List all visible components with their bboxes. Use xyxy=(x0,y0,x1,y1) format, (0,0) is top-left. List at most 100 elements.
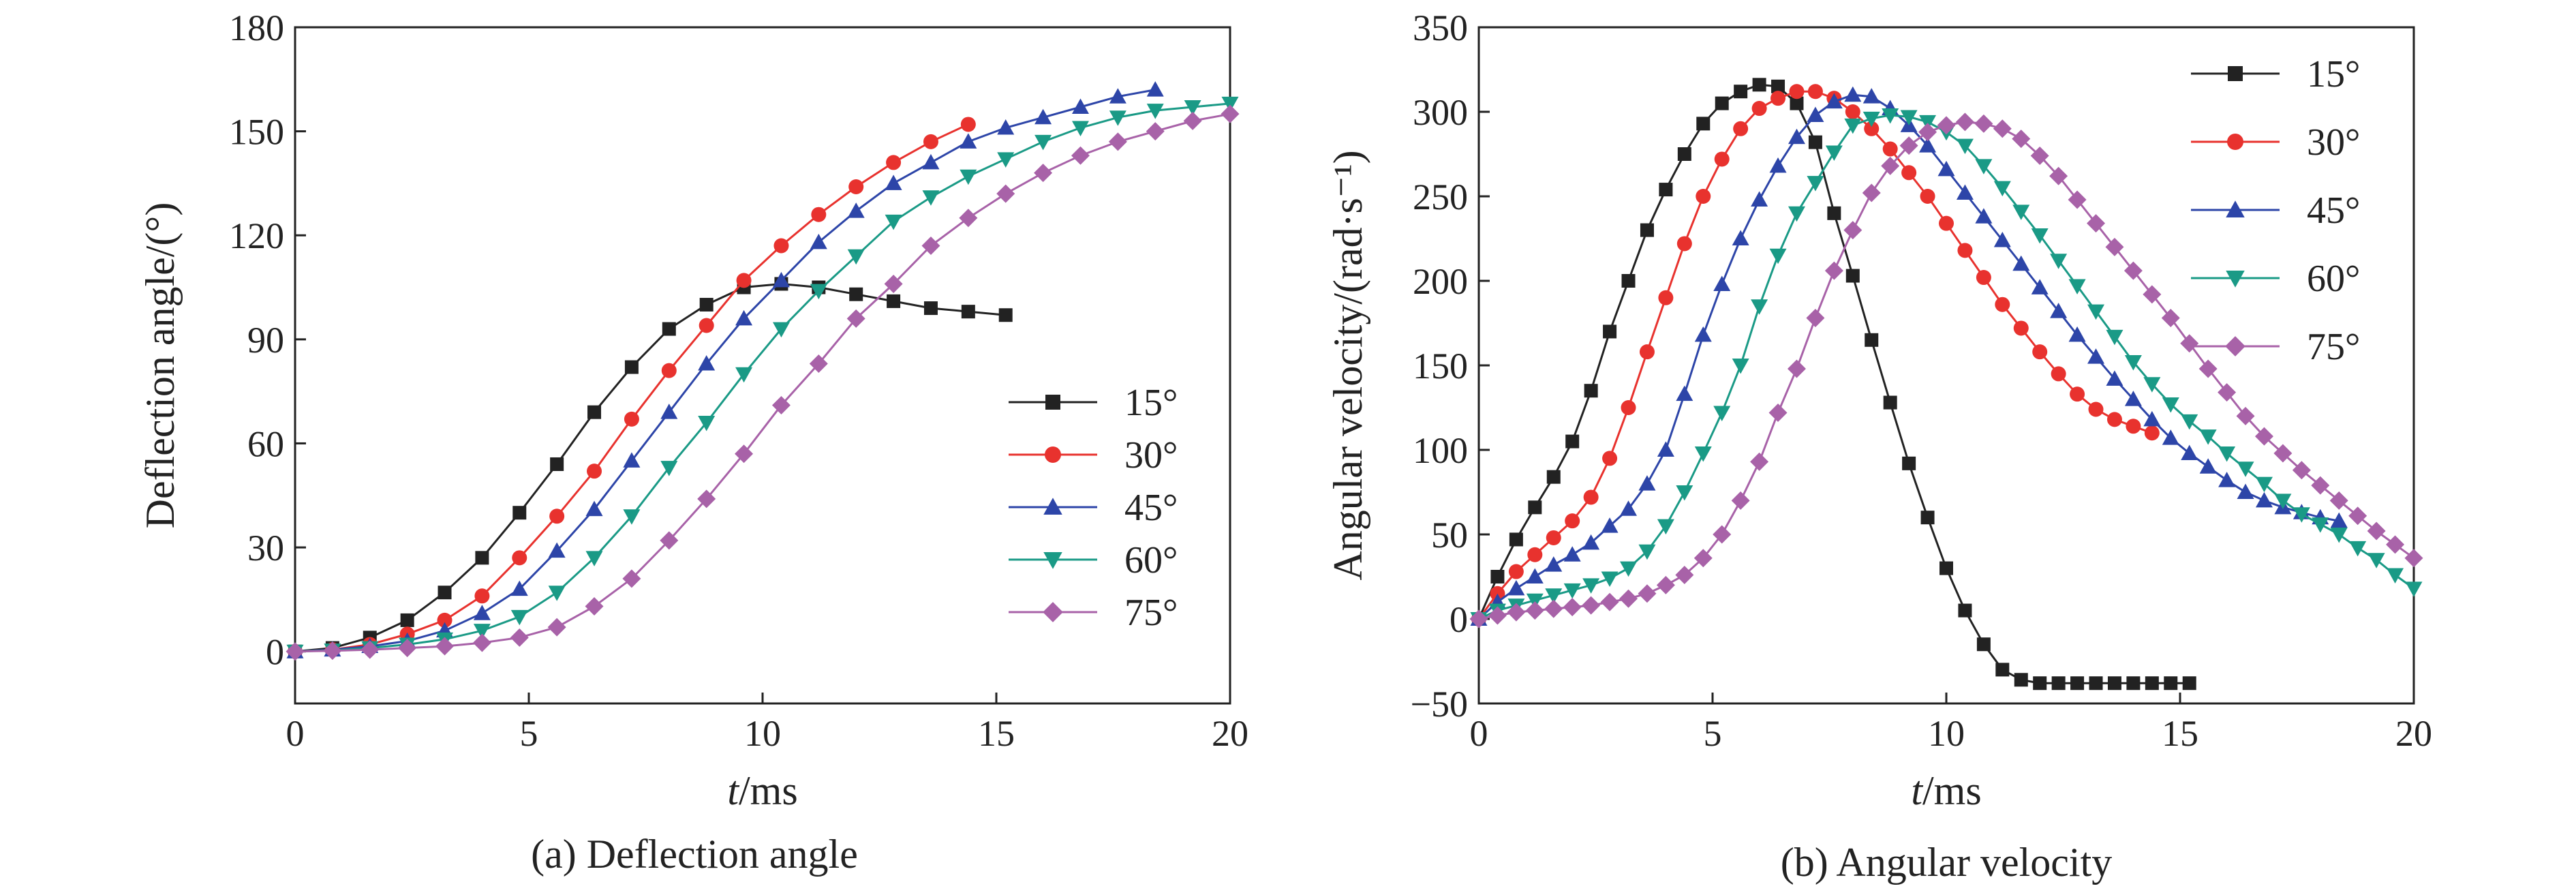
data-point xyxy=(474,588,490,604)
data-point xyxy=(1768,403,1788,422)
data-point xyxy=(1620,500,1638,516)
data-point xyxy=(1638,475,1656,491)
data-point xyxy=(1526,568,1544,583)
panel-b-ylabel: Angular velocity/(rad·s⁻¹) xyxy=(1325,150,1370,580)
data-point xyxy=(996,184,1015,203)
data-point xyxy=(2087,348,2105,364)
panel-a-series xyxy=(286,81,1240,661)
data-point xyxy=(2105,237,2124,256)
data-point xyxy=(1750,452,1769,471)
data-point xyxy=(1146,104,1164,119)
data-point xyxy=(735,444,754,464)
data-point xyxy=(2106,370,2123,386)
data-point xyxy=(1602,451,1618,466)
series-line xyxy=(294,102,1231,653)
data-point xyxy=(1993,119,2012,138)
data-point xyxy=(1545,556,1563,572)
data-point xyxy=(2126,676,2141,691)
data-point xyxy=(435,637,455,656)
data-point xyxy=(2237,483,2254,499)
data-point xyxy=(2293,507,2310,523)
data-point xyxy=(771,396,791,415)
series-30deg xyxy=(1471,84,2160,626)
data-point xyxy=(1937,116,1956,135)
data-point xyxy=(1146,81,1164,97)
data-point xyxy=(361,640,380,659)
data-point xyxy=(1183,111,1202,130)
data-point xyxy=(1563,598,1582,617)
series-15deg xyxy=(288,277,1013,658)
data-point xyxy=(662,322,676,336)
data-point xyxy=(736,273,752,288)
data-point xyxy=(1676,385,1693,401)
data-point xyxy=(286,642,305,661)
y-tick-label: 50 xyxy=(1431,515,1468,556)
series-line xyxy=(294,112,1231,653)
data-point xyxy=(661,363,677,378)
data-point xyxy=(1601,517,1619,533)
legend-entry: 60° xyxy=(1009,539,1178,581)
data-point xyxy=(809,354,828,373)
data-point xyxy=(510,580,528,596)
y-tick-label: −50 xyxy=(1411,684,1468,725)
data-point xyxy=(1675,566,1694,585)
data-point xyxy=(2387,568,2404,584)
data-point xyxy=(1806,309,1825,328)
data-point xyxy=(2218,383,2237,402)
data-point xyxy=(1507,603,1526,622)
data-point xyxy=(1619,589,1638,608)
data-point xyxy=(1071,121,1089,137)
data-point xyxy=(1883,395,1897,410)
data-point xyxy=(1713,525,1732,544)
data-point xyxy=(2255,476,2273,493)
data-point xyxy=(1843,221,1862,240)
data-point xyxy=(623,452,641,468)
data-point xyxy=(1600,592,1619,611)
data-point xyxy=(548,586,566,601)
data-point xyxy=(1845,269,1860,283)
legend-entry: 15° xyxy=(2191,53,2360,95)
data-point xyxy=(697,489,716,509)
data-point xyxy=(1900,110,1918,125)
data-point xyxy=(1034,164,1053,183)
data-point xyxy=(2143,285,2162,304)
data-point xyxy=(1901,165,1917,181)
data-point xyxy=(2255,491,2273,508)
data-point xyxy=(2311,476,2330,495)
data-point xyxy=(2144,425,2160,441)
x-tick-label: 10 xyxy=(1928,713,1965,754)
data-point xyxy=(1956,184,1974,200)
data-point xyxy=(622,569,641,588)
legend-label: 15° xyxy=(2307,53,2360,95)
data-point xyxy=(997,119,1015,135)
data-point xyxy=(1771,79,1785,93)
data-point xyxy=(2161,309,2180,328)
data-point xyxy=(1108,132,1127,151)
data-point xyxy=(660,404,678,419)
y-tick-label: 60 xyxy=(247,423,284,464)
data-point xyxy=(2014,673,2028,687)
data-point xyxy=(2012,130,2031,149)
data-point xyxy=(849,287,863,301)
y-tick-label: 250 xyxy=(1413,177,1468,217)
data-point xyxy=(400,613,414,627)
data-point xyxy=(1639,344,1655,360)
data-point xyxy=(1808,135,1822,149)
legend-label: 30° xyxy=(1124,434,1178,476)
panel-b-legend: 15° 30° 45° 60° 75° xyxy=(2191,53,2360,368)
data-point xyxy=(323,641,342,661)
data-point xyxy=(1939,215,1954,231)
data-point xyxy=(2274,494,2292,509)
data-point xyxy=(1071,98,1089,115)
data-point xyxy=(961,305,975,319)
data-point xyxy=(472,633,491,652)
data-point xyxy=(1469,609,1488,628)
series-line xyxy=(294,89,1156,653)
x-tick-label: 5 xyxy=(520,713,538,754)
series-line xyxy=(1477,90,2153,620)
data-point xyxy=(2068,190,2087,209)
data-point xyxy=(512,506,527,520)
panel-b-xlabel-rest: /ms xyxy=(1922,768,1982,813)
data-point xyxy=(1957,243,1973,258)
